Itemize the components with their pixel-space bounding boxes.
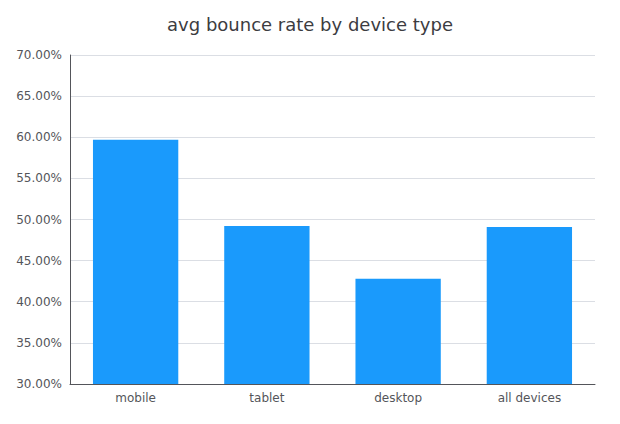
svg-text:55.00%: 55.00% — [16, 171, 62, 185]
svg-text:70.00%: 70.00% — [16, 48, 62, 62]
svg-text:35.00%: 35.00% — [16, 336, 62, 350]
svg-text:avg bounce rate by device type: avg bounce rate by device type — [167, 14, 453, 35]
svg-text:65.00%: 65.00% — [16, 89, 62, 103]
svg-text:tablet: tablet — [249, 391, 284, 405]
svg-text:50.00%: 50.00% — [16, 213, 62, 227]
svg-text:60.00%: 60.00% — [16, 130, 62, 144]
svg-text:all devices: all devices — [498, 391, 562, 405]
svg-text:30.00%: 30.00% — [16, 377, 62, 391]
svg-text:mobile: mobile — [115, 391, 156, 405]
svg-text:desktop: desktop — [374, 391, 422, 405]
svg-text:40.00%: 40.00% — [16, 295, 62, 309]
svg-text:45.00%: 45.00% — [16, 254, 62, 268]
